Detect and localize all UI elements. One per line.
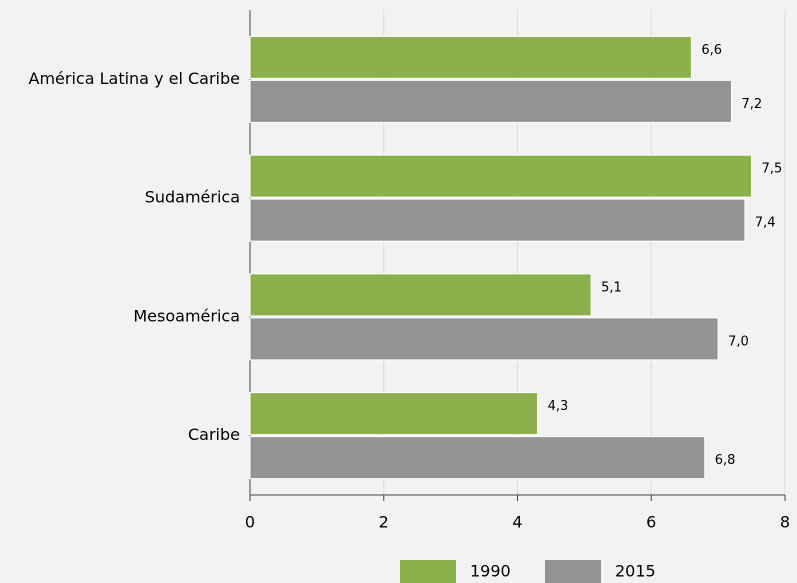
data-label: 5,1 (601, 280, 622, 295)
y-tick-label: Caribe (188, 425, 240, 444)
data-label: 6,8 (715, 453, 736, 468)
legend-label: 1990 (470, 562, 511, 581)
data-label: 7,5 (762, 162, 783, 177)
x-tick-label: 4 (512, 513, 522, 532)
bar (249, 436, 706, 480)
legend-label: 2015 (615, 562, 656, 581)
data-label: 4,3 (548, 399, 569, 414)
x-tick-label: 0 (245, 513, 255, 532)
legend-swatch (545, 560, 601, 583)
y-tick-label: América Latina y el Caribe (29, 69, 240, 88)
legend-swatch (400, 560, 456, 583)
bar (249, 392, 539, 436)
x-tick-label: 6 (646, 513, 656, 532)
bar (249, 273, 592, 317)
data-label: 6,6 (701, 43, 722, 58)
y-tick-label: Sudamérica (145, 188, 240, 207)
data-label: 7,0 (728, 334, 749, 349)
bar (249, 35, 692, 79)
y-tick-label: Mesoamérica (133, 306, 240, 325)
bar (249, 317, 719, 361)
x-tick-label: 8 (780, 513, 790, 532)
data-label: 7,2 (742, 97, 763, 112)
x-tick-label: 2 (379, 513, 389, 532)
bar (249, 198, 746, 242)
data-label: 7,4 (755, 216, 776, 231)
bar (249, 154, 753, 198)
bar (249, 79, 732, 123)
